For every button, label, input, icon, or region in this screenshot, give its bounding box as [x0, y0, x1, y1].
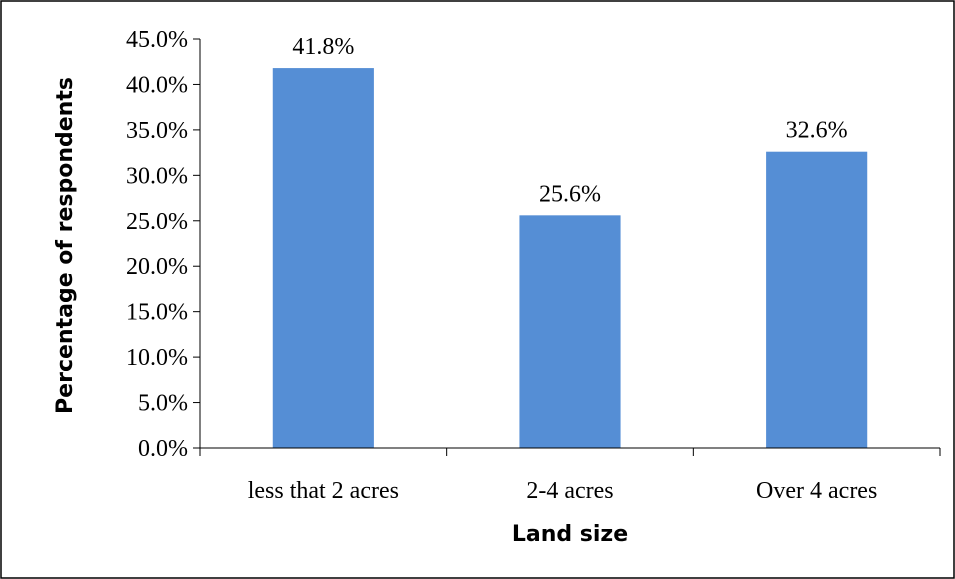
y-axis-ticks: 0.0% 5.0% 10.0% 15.0% 20.0% 25.0% 30.0% 35.0% 40… — [126, 27, 200, 462]
data-label: 41.8% — [292, 34, 354, 60]
y-tick-label: 10.0% — [126, 345, 188, 371]
bar — [766, 151, 868, 449]
bars: 41.8% 25.6% 32.6% — [272, 34, 868, 449]
y-tick-label: 25.0% — [126, 209, 188, 235]
y-tick-label: 35.0% — [126, 118, 188, 144]
y-tick-label: 5.0% — [138, 391, 188, 417]
y-tick-label: 15.0% — [126, 300, 188, 326]
bar — [272, 68, 374, 448]
y-tick-label: 0.0% — [138, 436, 188, 462]
bar — [519, 215, 621, 448]
x-tick-label: 2-4 acres — [526, 478, 613, 504]
data-label: 25.6% — [539, 181, 601, 207]
x-axis-ticks: less that 2 acres 2-4 acres Over 4 acres — [199, 448, 941, 504]
x-tick-label: Over 4 acres — [756, 478, 877, 504]
y-tick-label: 30.0% — [126, 163, 188, 189]
data-label: 32.6% — [786, 118, 848, 144]
y-tick-label: 40.0% — [126, 72, 188, 98]
y-axis-title: Percentage of respondents — [53, 77, 78, 414]
x-axis-title: Land size — [512, 522, 628, 547]
y-tick-label: 20.0% — [126, 254, 188, 280]
x-tick-label: less that 2 acres — [248, 478, 399, 504]
y-tick-label: 45.0% — [126, 27, 188, 53]
